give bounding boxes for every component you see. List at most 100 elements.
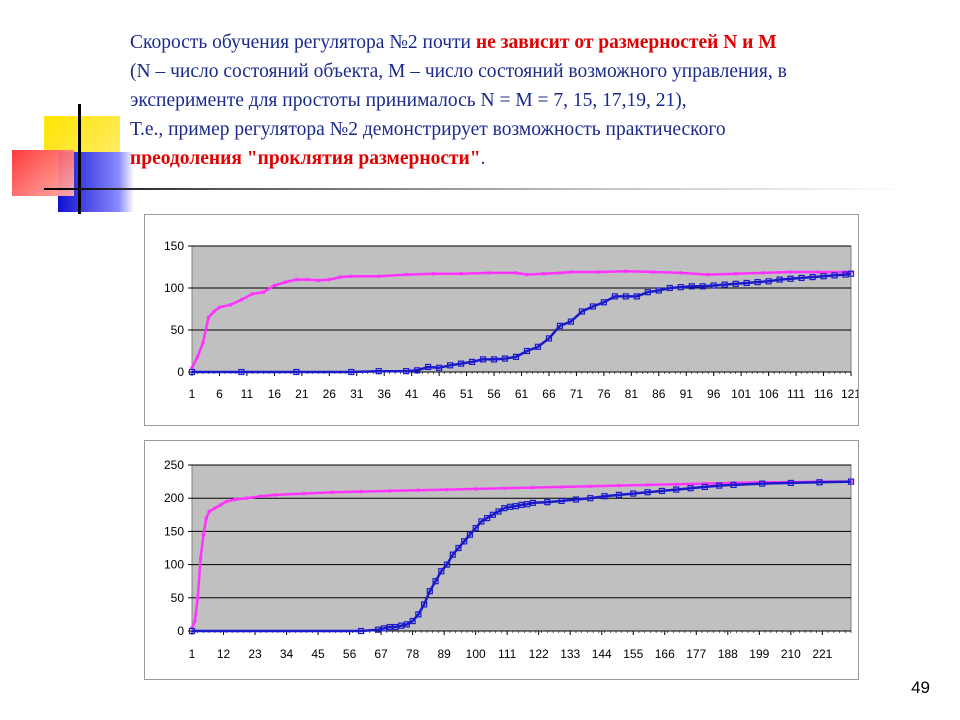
- series-2-point: [615, 491, 623, 498]
- series-2-point: [524, 501, 531, 508]
- series-2-point: [673, 486, 680, 493]
- series-1-point: [201, 532, 206, 537]
- series-1-point: [558, 271, 562, 275]
- text-line-5-normal: .: [480, 148, 486, 169]
- x-tick-label: 89: [437, 647, 451, 661]
- series-2-point: [809, 273, 816, 281]
- series-2-point: [688, 283, 695, 290]
- y-tick-label: 0: [177, 624, 184, 638]
- x-tick-label: 78: [406, 647, 420, 661]
- y-tick-label: 150: [164, 524, 184, 538]
- series-2-point: [512, 353, 520, 360]
- x-tick-label: 36: [378, 387, 392, 401]
- series-2-point: [432, 578, 439, 585]
- series-1-point: [201, 340, 205, 345]
- series-2-point: [847, 478, 855, 485]
- series-2-point: [238, 368, 245, 376]
- series-1-point: [674, 482, 679, 487]
- x-tick-label: 56: [487, 387, 501, 401]
- x-tick-label: 144: [592, 647, 612, 661]
- series-2-point: [438, 568, 445, 575]
- slide-body-text: Скорость обучения регулятора №2 почти не…: [130, 28, 950, 173]
- x-tick-label: 221: [812, 647, 832, 661]
- y-tick-label: 100: [164, 558, 184, 572]
- series-2-point: [392, 623, 399, 631]
- y-tick-label: 50: [171, 323, 185, 337]
- series-1-point: [531, 485, 535, 490]
- series-2-point: [188, 368, 196, 376]
- series-2-point: [426, 588, 433, 595]
- series-2-point: [743, 279, 750, 287]
- series-2-point: [414, 367, 421, 374]
- x-tick-label: 111: [498, 647, 517, 661]
- series-2-point: [403, 368, 410, 375]
- series-2-point: [572, 496, 580, 503]
- series-2-point: [587, 495, 594, 502]
- series-1-point: [244, 496, 249, 500]
- series-1-point: [213, 506, 217, 510]
- series-2-point: [489, 511, 496, 518]
- plot-area: [191, 464, 852, 632]
- series-1-point: [678, 271, 683, 275]
- y-tick-label: 200: [164, 491, 184, 505]
- series-2-point: [556, 322, 564, 329]
- series-1-point: [387, 489, 392, 493]
- y-tick-label: 0: [177, 365, 184, 379]
- series-2-point: [472, 524, 479, 532]
- x-tick-label: 96: [707, 387, 721, 401]
- y-tick-label: 100: [164, 281, 184, 295]
- series-1-point: [195, 596, 200, 600]
- series-2-point: [666, 284, 673, 292]
- x-tick-label: 45: [311, 647, 325, 661]
- series-2-point: [348, 368, 355, 376]
- series-1-point: [338, 275, 343, 279]
- series-1-point: [294, 277, 299, 282]
- series-2-point: [375, 626, 382, 633]
- series-2-point: [415, 611, 422, 618]
- series-1-point: [224, 499, 229, 504]
- series-1-point: [445, 487, 449, 492]
- x-tick-label: 61: [515, 387, 529, 401]
- y-tick-label: 50: [171, 591, 185, 605]
- text-line-1: Скорость обучения регулятора №2 почти не…: [130, 28, 950, 57]
- series-2-point: [622, 293, 629, 300]
- series-1-point: [376, 274, 381, 279]
- x-tick-label: 71: [570, 387, 584, 401]
- series-2-point: [644, 289, 651, 296]
- x-tick-label: 23: [248, 647, 262, 661]
- series-2-point: [443, 561, 451, 568]
- series-1-point: [588, 484, 593, 489]
- series-1-point: [733, 271, 738, 276]
- series-1-point: [617, 483, 621, 488]
- series-1-point: [349, 274, 354, 279]
- series-1-point: [788, 270, 793, 274]
- series-1-point: [514, 271, 518, 275]
- x-tick-label: 1: [189, 387, 196, 401]
- series-2-point: [447, 362, 454, 369]
- x-tick-label: 66: [542, 387, 556, 401]
- series-2-point: [578, 308, 586, 315]
- x-tick-label: 11: [241, 387, 254, 401]
- series-1-point: [301, 491, 306, 496]
- x-tick-label: 76: [597, 387, 611, 401]
- series-2-point: [409, 617, 416, 625]
- series-1-point: [283, 280, 288, 284]
- x-tick-label: 116: [814, 387, 833, 401]
- x-tick-label: 100: [466, 647, 486, 661]
- series-2-point: [529, 499, 537, 506]
- deco-vertical-line: [78, 104, 81, 214]
- text-line-2: (N – число состояний объекта, M – число …: [130, 61, 787, 82]
- series-1-point: [233, 497, 237, 502]
- x-tick-label: 6: [216, 387, 223, 401]
- text-line-3: эксперименте для простоты принималось N …: [130, 90, 687, 111]
- series-1-point: [305, 277, 310, 282]
- series-2-point: [425, 363, 432, 371]
- series-2-point: [710, 282, 717, 289]
- series-2-point: [730, 481, 737, 489]
- series-1-point: [541, 271, 546, 276]
- series-2-point: [611, 293, 618, 300]
- plot-area: [191, 245, 852, 373]
- series-1-point: [525, 272, 529, 277]
- series-1-point: [330, 490, 335, 495]
- series-1-point: [596, 270, 601, 274]
